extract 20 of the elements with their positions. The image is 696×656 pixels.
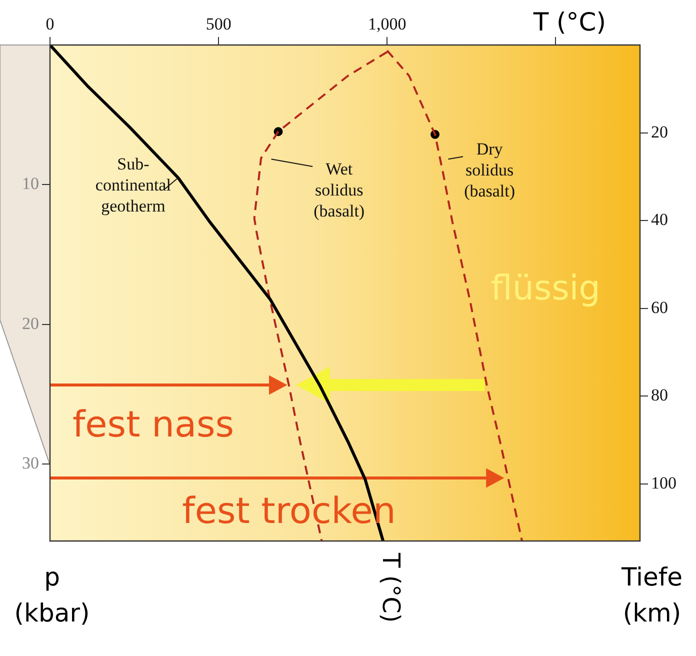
y2-axis-title: Tiefe (km): [620, 562, 683, 628]
y-tick-label: 30: [22, 454, 39, 473]
y-tick-label: 20: [22, 314, 39, 333]
x-tick-label: 1,000: [368, 14, 406, 34]
annotation: fest nass: [72, 404, 234, 446]
y2-tick-label: 60: [651, 298, 668, 317]
y2-tick-label: 40: [651, 210, 668, 230]
x-axis-title: T (°C): [532, 8, 606, 36]
y2-tick-label: 80: [651, 386, 668, 405]
y2-tick-label: 100: [651, 473, 676, 492]
y-axis-title: p (kbar): [14, 562, 90, 628]
series-label: Dry solidus (basalt): [464, 140, 516, 201]
annotation: T (°C): [376, 552, 405, 623]
y-tick-label: 10: [22, 174, 39, 194]
annotation: flüssig: [490, 268, 600, 308]
x-tick-label: 500: [206, 14, 232, 34]
text: Wet solidus (basalt): [314, 160, 365, 221]
y2-tick-label: 20: [651, 122, 668, 142]
series-label: Sub-continental geotherm: [95, 154, 172, 216]
x-tick-label: 0: [46, 14, 54, 34]
